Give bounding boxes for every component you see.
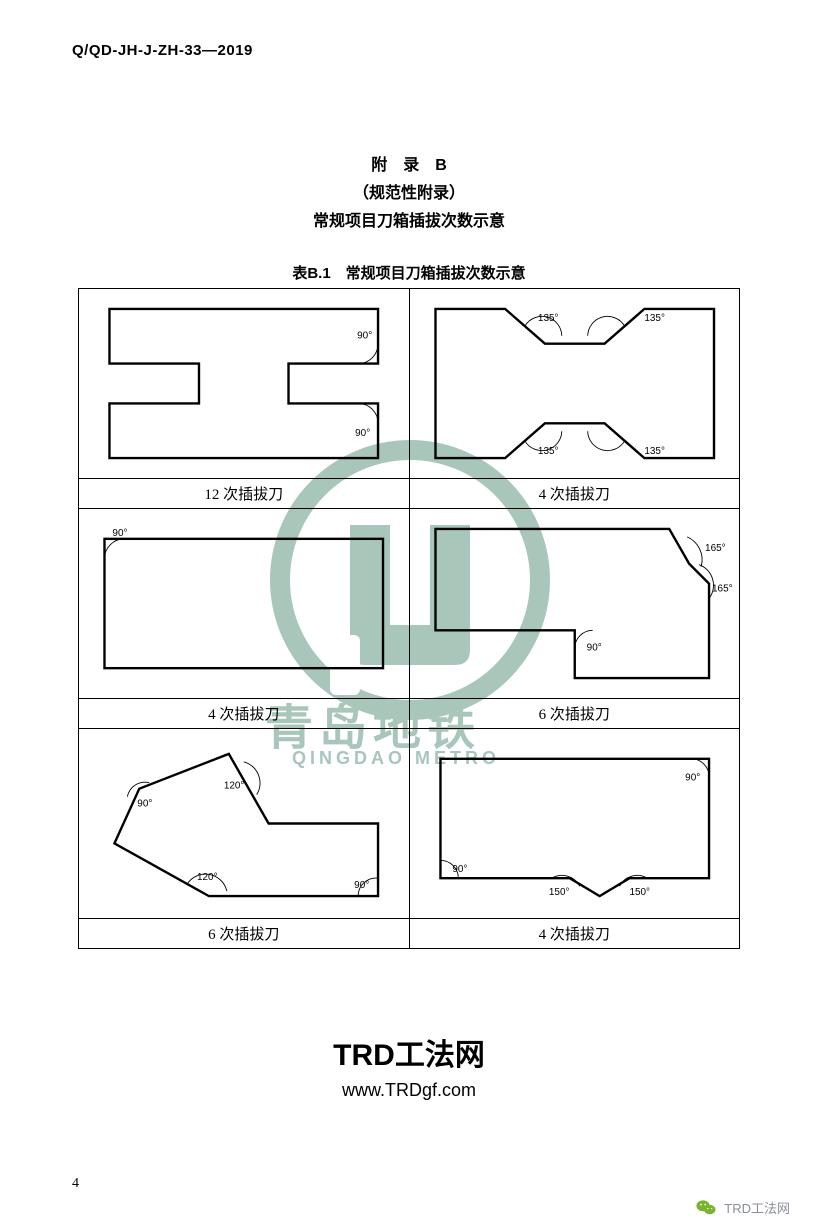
angle-label: 90°	[586, 642, 601, 653]
footer-brand: TRD工法网	[696, 1198, 790, 1217]
angle-label: 135°	[537, 446, 558, 457]
site-url: www.TRDgf.com	[0, 1080, 818, 1101]
cell-label-2: 4 次插拔刀	[79, 699, 410, 729]
angle-label: 165°	[712, 584, 733, 595]
appendix-header: 附 录 B （规范性附录） 常规项目刀箱插拔次数示意	[0, 152, 818, 236]
footer-brand-text: TRD工法网	[724, 1198, 790, 1217]
cell-shape-5: 90° 90° 150° 150°	[409, 729, 740, 919]
angle-label: 90°	[112, 528, 127, 539]
appendix-line3: 常规项目刀箱插拔次数示意	[0, 208, 818, 236]
cell-label-0: 12 次插拔刀	[79, 479, 410, 509]
angle-label: 135°	[644, 446, 665, 457]
cell-label-3: 6 次插拔刀	[409, 699, 740, 729]
angle-label: 90°	[452, 864, 467, 875]
cell-shape-2: 90°	[79, 509, 410, 699]
angle-label: 150°	[548, 887, 569, 898]
angle-label: 150°	[629, 887, 650, 898]
site-title: TRD工法网	[0, 1030, 818, 1074]
cell-label-1: 4 次插拔刀	[409, 479, 740, 509]
angle-label: 165°	[705, 543, 726, 554]
table-caption: 表B.1 常规项目刀箱插拔次数示意	[0, 262, 818, 283]
shape-0-svg: 90° 90°	[79, 289, 409, 478]
angle-label: 90°	[354, 880, 369, 891]
appendix-line2: （规范性附录）	[0, 180, 818, 208]
cell-label-4: 6 次插拔刀	[79, 919, 410, 949]
angle-label: 135°	[644, 313, 665, 324]
shape-4-svg: 90° 120° 120° 90°	[79, 729, 409, 918]
page-number: 4	[72, 1176, 79, 1192]
figure-table: 90° 90° 135° 135° 135° 135° 12 次插拔刀 4 次插…	[78, 288, 740, 949]
cell-shape-0: 90° 90°	[79, 289, 410, 479]
angle-label: 90°	[685, 773, 700, 784]
angle-label: 90°	[137, 799, 152, 810]
angle-label: 135°	[537, 313, 558, 324]
doc-code: Q/QD-JH-J-ZH-33—2019	[72, 42, 253, 59]
wechat-icon	[696, 1199, 716, 1216]
cell-shape-4: 90° 120° 120° 90°	[79, 729, 410, 919]
angle-label: 120°	[197, 872, 218, 883]
angle-label: 90°	[355, 428, 370, 439]
cell-label-5: 4 次插拔刀	[409, 919, 740, 949]
shape-2-svg: 90°	[79, 509, 409, 698]
appendix-line1: 附 录 B	[0, 152, 818, 180]
shape-1-svg: 135° 135° 135° 135°	[410, 289, 740, 478]
shape-5-svg: 90° 90° 150° 150°	[410, 729, 740, 918]
cell-shape-1: 135° 135° 135° 135°	[409, 289, 740, 479]
cell-shape-3: 165° 165° 90°	[409, 509, 740, 699]
shape-3-svg: 165° 165° 90°	[410, 509, 740, 698]
angle-label: 90°	[357, 331, 372, 342]
angle-label: 120°	[224, 781, 245, 792]
